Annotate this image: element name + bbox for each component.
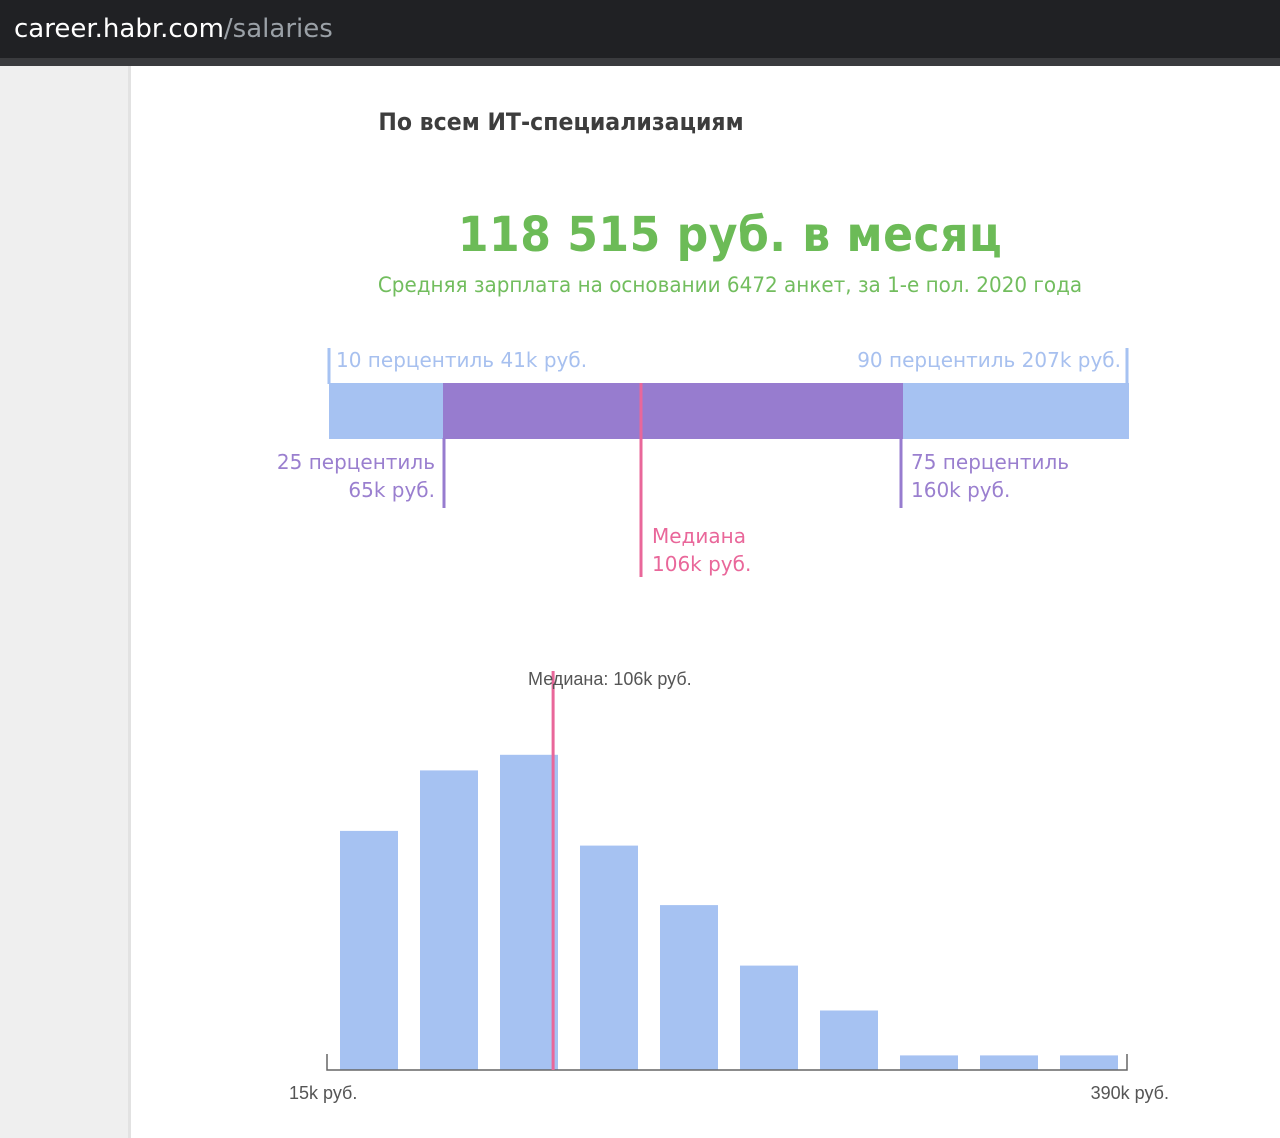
histogram-bar-9 <box>980 1055 1038 1070</box>
histogram-bar-5 <box>660 905 718 1070</box>
p90-label: 90 перцентиль 207k руб. <box>857 348 1121 372</box>
p25-label-line2: 65k руб. <box>348 478 435 502</box>
salary-histogram <box>326 671 1128 1071</box>
p25-label-line1: 25 перцентиль <box>276 450 435 474</box>
x-axis-min-label: 15k руб. <box>289 1083 358 1103</box>
p75-label: 75 перцентиль 160k руб. <box>911 448 1069 504</box>
p75-label-line1: 75 перцентиль <box>911 450 1070 474</box>
percentile-graphic <box>327 348 1129 577</box>
histogram-bar-8 <box>900 1055 958 1070</box>
median-label-line2: 106k руб. <box>652 552 752 576</box>
histogram-bar-4 <box>580 845 638 1070</box>
median-label-line1: Медиана <box>652 524 746 548</box>
url-text[interactable]: career.habr.com/salaries <box>14 13 333 45</box>
average-salary-subtitle: Средняя зарплата на основании 6472 анкет… <box>377 273 1083 297</box>
p10-label: 10 перцентиль 41k руб. <box>336 348 588 372</box>
histogram-bar-7 <box>820 1010 878 1070</box>
histogram-bar-6 <box>740 965 798 1070</box>
average-salary: 118 515 руб. в месяц <box>457 207 1003 263</box>
histogram-bar-10 <box>1060 1055 1118 1070</box>
histogram-bar-2 <box>420 770 478 1070</box>
histogram-bar-3 <box>500 754 558 1070</box>
url-host: career.habr.com <box>14 14 224 44</box>
x-axis-line <box>326 1054 1128 1071</box>
salary-panel: По всем ИТ-специализациям 118 515 руб. в… <box>131 66 1280 1138</box>
histogram-bar-1 <box>340 830 398 1070</box>
address-bar-divider <box>0 58 1280 66</box>
p25-label: 25 перцентиль 65k руб. <box>235 448 435 504</box>
median-label: Медиана 106k руб. <box>652 522 751 578</box>
browser-address-bar[interactable]: career.habr.com/salaries <box>0 0 1280 58</box>
x-axis-max-label: 390k руб. <box>1090 1083 1169 1103</box>
left-gutter <box>0 66 131 1138</box>
percentile-inner-band <box>443 383 903 439</box>
histogram-median-label: Медиана: 106k руб. <box>528 669 692 689</box>
p75-label-line2: 160k руб. <box>911 478 1011 502</box>
url-path: /salaries <box>223 14 333 44</box>
section-title: По всем ИТ-специализациям <box>378 108 744 136</box>
